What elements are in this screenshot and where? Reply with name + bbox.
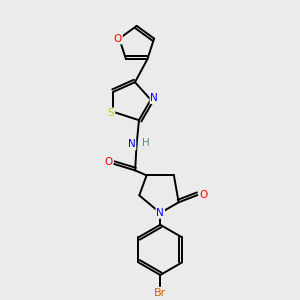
Text: N: N bbox=[128, 140, 136, 149]
Text: O: O bbox=[114, 34, 122, 44]
Text: Br: Br bbox=[154, 288, 167, 298]
Text: O: O bbox=[104, 158, 113, 167]
Text: H: H bbox=[142, 138, 149, 148]
Text: N: N bbox=[150, 93, 158, 103]
Text: O: O bbox=[199, 190, 207, 200]
Text: N: N bbox=[156, 208, 164, 218]
Text: S: S bbox=[108, 108, 114, 118]
